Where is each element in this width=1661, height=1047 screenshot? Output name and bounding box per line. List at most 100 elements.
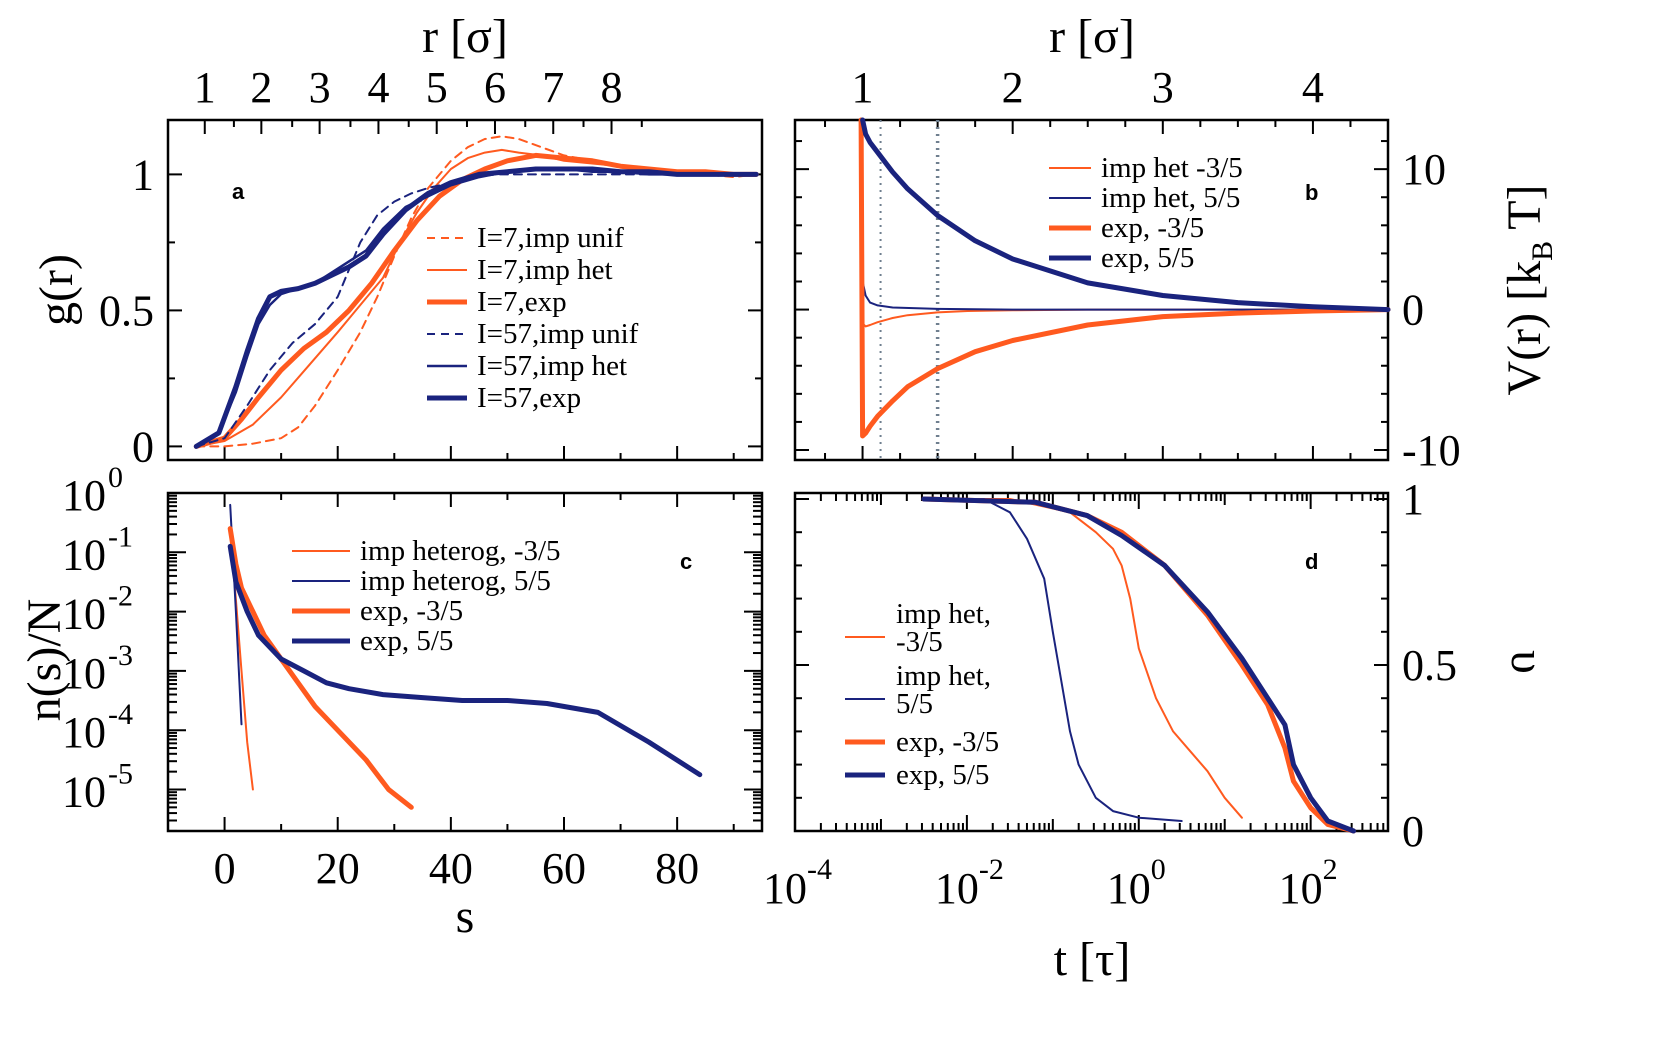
c-xtick-label-1: 20	[316, 844, 360, 893]
a-legend-label-1: I=7,imp unif	[477, 222, 624, 254]
panel-b-top-xlabel: r [σ]	[1049, 10, 1135, 63]
a-legend-label-6: I=57,exp	[477, 382, 581, 414]
c-xtick-label-2: 40	[429, 844, 473, 893]
b-series-4-line	[860, 117, 1391, 313]
d-legend-label-1-2: -3/5	[896, 626, 943, 658]
panel-b-ylabel-tail: T]	[1498, 184, 1551, 240]
b-toptick-label-0: 1	[852, 63, 874, 112]
a-toptick-label-0: 1	[194, 63, 216, 112]
panel-c-frame	[166, 491, 764, 833]
a-legend-label-4: I=57,imp unif	[477, 318, 639, 350]
c-series-4-line	[227, 543, 703, 778]
b-toptick-label-1: 2	[1002, 63, 1024, 112]
c-ytick-label-2: 10	[62, 590, 106, 639]
panel-a-series	[193, 135, 759, 449]
panel-b-series	[858, 117, 1391, 439]
c-ytick-exp-1: -1	[108, 520, 133, 553]
c-legend-label-2: imp heterog, 5/5	[360, 565, 551, 597]
panel-d-letter: d	[1305, 549, 1318, 574]
c-ytick-exp-3: -3	[108, 639, 133, 672]
panel-b-ticks: -10 0 10 1 2 3 4	[795, 63, 1461, 475]
d-xtick-exp-0: -4	[807, 853, 832, 886]
c-ytick-label-5: 10	[62, 767, 106, 816]
a-ytick-label-1: 0.5	[99, 286, 154, 335]
d-ytick-label-0: 0	[1402, 807, 1424, 856]
panel-b-ylabel-sub: B	[1526, 241, 1559, 261]
panel-c: 10 010 -110 -210 -310 -410 -50 20 40 60 80 imp het…	[18, 461, 764, 943]
d-legend-label-2-1: imp het,	[896, 660, 991, 692]
a-toptick-label-7: 8	[601, 63, 623, 112]
b-ytick-label-0: -10	[1402, 426, 1461, 475]
a-legend-label-5: I=57,imp het	[477, 350, 627, 382]
a-toptick-label-5: 6	[484, 63, 506, 112]
panel-c-ticks: 10 010 -110 -210 -310 -410 -50 20 40 60 80	[62, 461, 762, 893]
d-xtick-exp-2: 0	[1151, 853, 1166, 886]
panel-d-ylabel: υ	[1501, 650, 1554, 674]
a-ytick-label-0: 0	[132, 422, 154, 471]
a-ytick-label-2: 1	[132, 150, 154, 199]
d-xtick-label-1: 10	[935, 864, 979, 913]
panel-a-letter: a	[232, 179, 245, 204]
panel-d-frame	[793, 491, 1390, 833]
d-series-4-line	[921, 496, 1357, 834]
panel-c-series	[227, 503, 703, 810]
c-ytick-label-3: 10	[62, 649, 106, 698]
d-ytick-label-1: 0.5	[1402, 641, 1457, 690]
panel-c-xlabel: s	[456, 890, 475, 943]
b-toptick-label-2: 3	[1152, 63, 1174, 112]
panel-b-letter: b	[1305, 180, 1318, 205]
c-ytick-exp-4: -4	[108, 698, 133, 731]
b-legend-label-1: imp het -3/5	[1101, 152, 1243, 184]
d-legend-label-3-1: exp, -3/5	[896, 726, 999, 758]
a-series-6-line	[193, 166, 759, 449]
b-legend-label-2: imp het, 5/5	[1101, 182, 1240, 214]
a-series-3-line	[193, 152, 759, 449]
c-legend-label-4: exp, 5/5	[360, 625, 453, 657]
c-ytick-label-1: 10	[62, 530, 106, 579]
panel-a-ticks: 00.511 2 3 4 5 6 7 8	[99, 63, 762, 471]
b-ytick-label-2: 10	[1402, 145, 1446, 194]
panel-b-ylabel-main: V(r) [k	[1498, 261, 1551, 396]
a-toptick-label-4: 5	[426, 63, 448, 112]
panel-a-ylabel: g(r)	[30, 254, 83, 326]
c-series-3-line	[227, 526, 414, 810]
c-xtick-label-0: 0	[214, 844, 236, 893]
c-ytick-exp-0: 0	[108, 461, 123, 494]
c-ytick-label-4: 10	[62, 708, 106, 757]
a-legend-label-2: I=7,imp het	[477, 254, 613, 286]
c-xtick-label-4: 80	[655, 844, 699, 893]
b-toptick-label-3: 4	[1302, 63, 1324, 112]
c-legend-label-3: exp, -3/5	[360, 595, 463, 627]
panel-a-top-xlabel: r [σ]	[422, 10, 508, 63]
d-ytick-label-2: 1	[1402, 475, 1424, 524]
d-series-1-line	[922, 498, 1243, 819]
d-legend-label-2-2: 5/5	[896, 688, 933, 720]
c-xtick-label-3: 60	[542, 844, 586, 893]
panel-d-xlabel: t [τ]	[1054, 933, 1131, 986]
b-series-3-line	[858, 117, 1391, 439]
panel-d-ticks: 10 -4 10 -2 10 0 10 200.51	[763, 475, 1457, 913]
b-ytick-label-1: 0	[1402, 286, 1424, 335]
a-toptick-label-1: 2	[250, 63, 272, 112]
c-ytick-exp-2: -2	[108, 580, 133, 613]
d-xtick-label-2: 10	[1107, 864, 1151, 913]
d-series-2-line	[922, 498, 1183, 822]
a-legend-label-3: I=7,exp	[477, 286, 567, 318]
a-toptick-label-2: 3	[309, 63, 331, 112]
d-xtick-exp-1: -2	[979, 853, 1004, 886]
d-legend-label-1-1: imp het,	[896, 598, 991, 630]
d-xtick-label-0: 10	[763, 864, 807, 913]
panel-d-series	[921, 496, 1357, 834]
b-legend-label-4: exp, 5/5	[1101, 242, 1194, 274]
panel-c-letter: c	[680, 549, 692, 574]
a-toptick-label-3: 4	[367, 63, 389, 112]
c-ytick-label-0: 10	[62, 471, 106, 520]
c-legend-label-1: imp heterog, -3/5	[360, 535, 561, 567]
